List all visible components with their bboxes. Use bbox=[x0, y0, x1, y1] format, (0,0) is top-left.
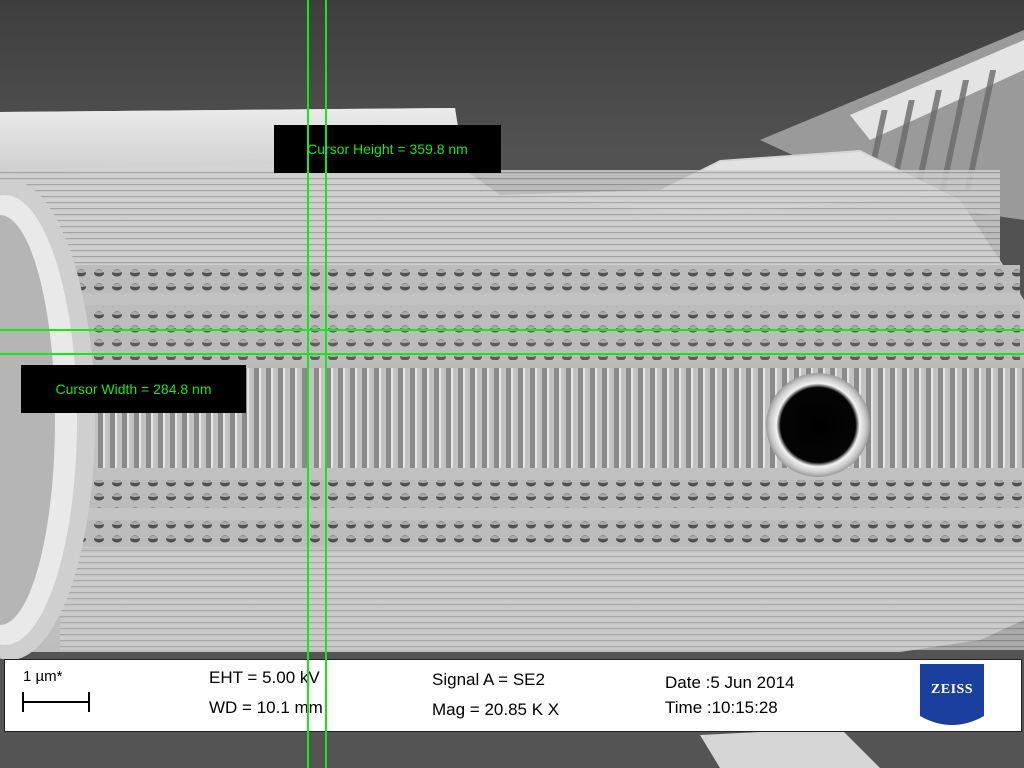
working-distance-value: WD = 10.1 mm bbox=[209, 698, 323, 717]
horizontal-cursor-line[interactable] bbox=[0, 329, 1024, 331]
zeiss-logo: ZEISS bbox=[920, 664, 984, 728]
horizontal-cursor-line[interactable] bbox=[0, 353, 1024, 355]
scale-bar-label: 1 µm* bbox=[23, 668, 63, 685]
magnification-value: Mag = 20.85 K X bbox=[432, 700, 560, 719]
vertical-cursor-line[interactable] bbox=[307, 0, 309, 768]
scale-bar bbox=[22, 692, 90, 712]
date-value: Date :5 Jun 2014 bbox=[665, 673, 795, 692]
info-bar: 1 µm* EHT = 5.00 kV WD = 10.1 mm Signal … bbox=[4, 659, 1022, 732]
vertical-cursor-line[interactable] bbox=[325, 0, 327, 768]
signal-value: Signal A = SE2 bbox=[432, 670, 545, 689]
time-value: Time :10:15:28 bbox=[665, 698, 778, 717]
cursor-width-readout: Cursor Width = 284.8 nm bbox=[21, 365, 246, 413]
eht-value: EHT = 5.00 kV bbox=[209, 668, 320, 687]
zeiss-logo-text: ZEISS bbox=[930, 682, 974, 697]
cursor-height-readout: Cursor Height = 359.8 nm bbox=[274, 125, 501, 173]
